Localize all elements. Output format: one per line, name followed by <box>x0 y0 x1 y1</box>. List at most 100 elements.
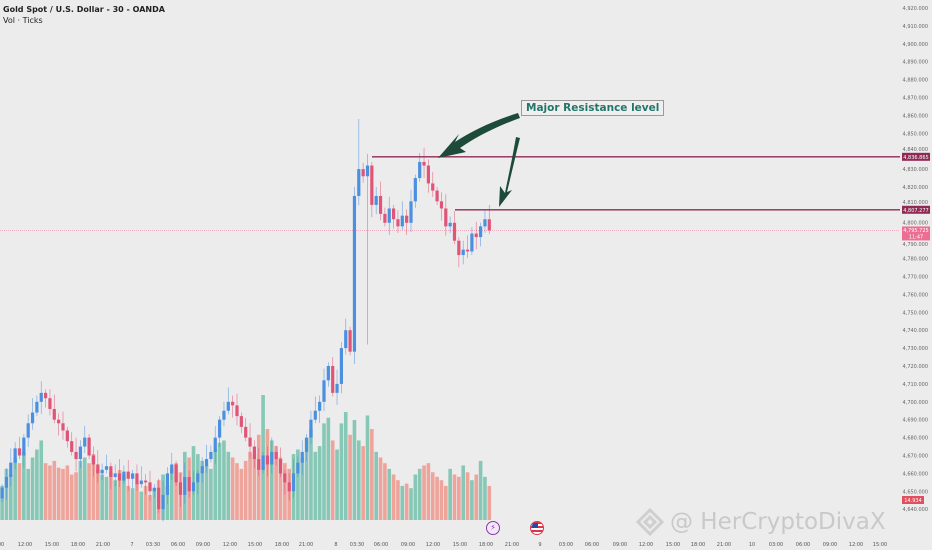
volume-bar <box>417 468 422 520</box>
candle-body <box>35 401 39 413</box>
time-tick-label: 18:00 <box>275 542 289 548</box>
candle-body <box>78 446 82 460</box>
candle-body <box>365 165 370 177</box>
candle-body <box>196 473 200 483</box>
volume-bar <box>343 412 348 520</box>
resistance-callout[interactable]: Major Resistance level <box>521 100 665 116</box>
candle-body <box>113 473 117 477</box>
volume-bar <box>130 488 135 520</box>
volume-bar <box>483 476 487 520</box>
price-tick-label: 4,690.000 <box>903 418 928 424</box>
candle-body <box>487 219 491 231</box>
price-tick-label: 4,710.000 <box>903 382 928 388</box>
time-tick-label: 18:00 <box>691 542 705 548</box>
candle-body <box>322 380 326 402</box>
time-tick-label: 21:00 <box>299 542 313 548</box>
volume-bar <box>235 463 239 520</box>
time-tick-label: 06:00 <box>585 542 599 548</box>
volume-bar <box>383 463 387 520</box>
volume-bar <box>396 480 400 520</box>
price-tick-label: 4,760.000 <box>903 292 928 298</box>
arrow-icon[interactable] <box>499 137 520 207</box>
volume-label-bg <box>902 496 924 504</box>
volume-bar <box>122 474 126 520</box>
symbol-title[interactable]: Gold Spot / U.S. Dollar - 30 - OANDA <box>3 5 165 14</box>
volume-bar <box>248 451 252 520</box>
candle-body <box>183 476 187 495</box>
price-tick-label: 4,800.000 <box>903 220 928 226</box>
volume-bar <box>444 485 448 520</box>
candle-body <box>165 473 169 495</box>
candle-body <box>126 471 130 479</box>
price-tick-label: 4,880.000 <box>903 78 928 84</box>
price-tick-label: 4,900.000 <box>903 42 928 48</box>
volume-bar <box>304 438 309 520</box>
candle-body <box>52 408 56 420</box>
volume-bar <box>61 468 65 520</box>
volume-bar <box>365 415 370 520</box>
price-tick-label: 4,780.000 <box>903 257 928 263</box>
volume-bar <box>348 434 352 520</box>
candle-body <box>331 366 335 393</box>
time-tick-label: 18:00 <box>71 542 85 548</box>
volume-bar <box>56 467 61 520</box>
volume-bar <box>17 463 22 520</box>
volume-bar <box>217 442 222 520</box>
lightning-icon[interactable]: ⚡ <box>486 521 500 535</box>
candle-body <box>70 441 74 452</box>
volume-bar <box>439 480 444 520</box>
volume-bar <box>226 451 231 520</box>
candle-body <box>22 437 26 456</box>
candle-body <box>26 423 30 438</box>
price-tick-label: 4,790.000 <box>903 242 928 248</box>
volume-bar <box>361 446 365 520</box>
candle-body <box>30 412 35 424</box>
candle-body <box>122 471 126 481</box>
time-tick-label: 00 <box>0 542 4 548</box>
volume-bar <box>200 460 204 520</box>
price-tick-label: 4,750.000 <box>903 310 928 316</box>
candle-body <box>44 392 48 399</box>
price-tick-label: 4,640.000 <box>903 507 928 513</box>
candle-body <box>483 219 487 227</box>
volume-bar <box>13 457 17 520</box>
chart-legend: Gold Spot / U.S. Dollar - 30 - OANDA Vol… <box>3 4 165 26</box>
candle-body <box>218 419 222 438</box>
time-tick-label: 12:00 <box>223 542 237 548</box>
candle-body <box>178 482 183 495</box>
candle-body <box>413 178 417 202</box>
candle-body <box>435 190 439 202</box>
volume-bar <box>326 417 331 520</box>
time-tick-label: 09:00 <box>613 542 627 548</box>
candle-body <box>157 487 161 510</box>
volume-indicator-label[interactable]: Vol · Ticks <box>3 16 43 25</box>
price-tick-label: 4,680.000 <box>903 436 928 442</box>
price-tick-label: 4,660.000 <box>903 471 928 477</box>
volume-bar <box>48 465 52 520</box>
volume-bar <box>52 460 57 520</box>
volume-bar <box>404 483 409 520</box>
time-tick-label: 06:00 <box>374 542 388 548</box>
price-tick-label: 4,810.000 <box>903 200 928 206</box>
time-tick-label: 09:00 <box>196 542 210 548</box>
price-axis[interactable] <box>900 0 932 536</box>
volume-bar <box>139 491 144 520</box>
time-tick-label: 12:00 <box>849 542 863 548</box>
candle-body <box>235 405 239 417</box>
time-tick-label: 8 <box>334 542 337 548</box>
candle-body <box>344 330 348 349</box>
volume-bar <box>317 446 322 520</box>
volume-bar <box>430 472 435 520</box>
candle-body <box>191 482 196 492</box>
candle-body <box>470 233 474 252</box>
candle-body <box>91 455 96 465</box>
candle-body <box>17 448 22 456</box>
time-tick-label: 10 <box>749 542 755 548</box>
candle-body <box>374 195 378 205</box>
arrow-icon[interactable] <box>438 113 520 158</box>
time-tick-label: 12:00 <box>426 542 440 548</box>
volume-bar <box>426 463 431 520</box>
candle-body <box>426 165 430 184</box>
us-flag-icon[interactable] <box>530 521 544 535</box>
